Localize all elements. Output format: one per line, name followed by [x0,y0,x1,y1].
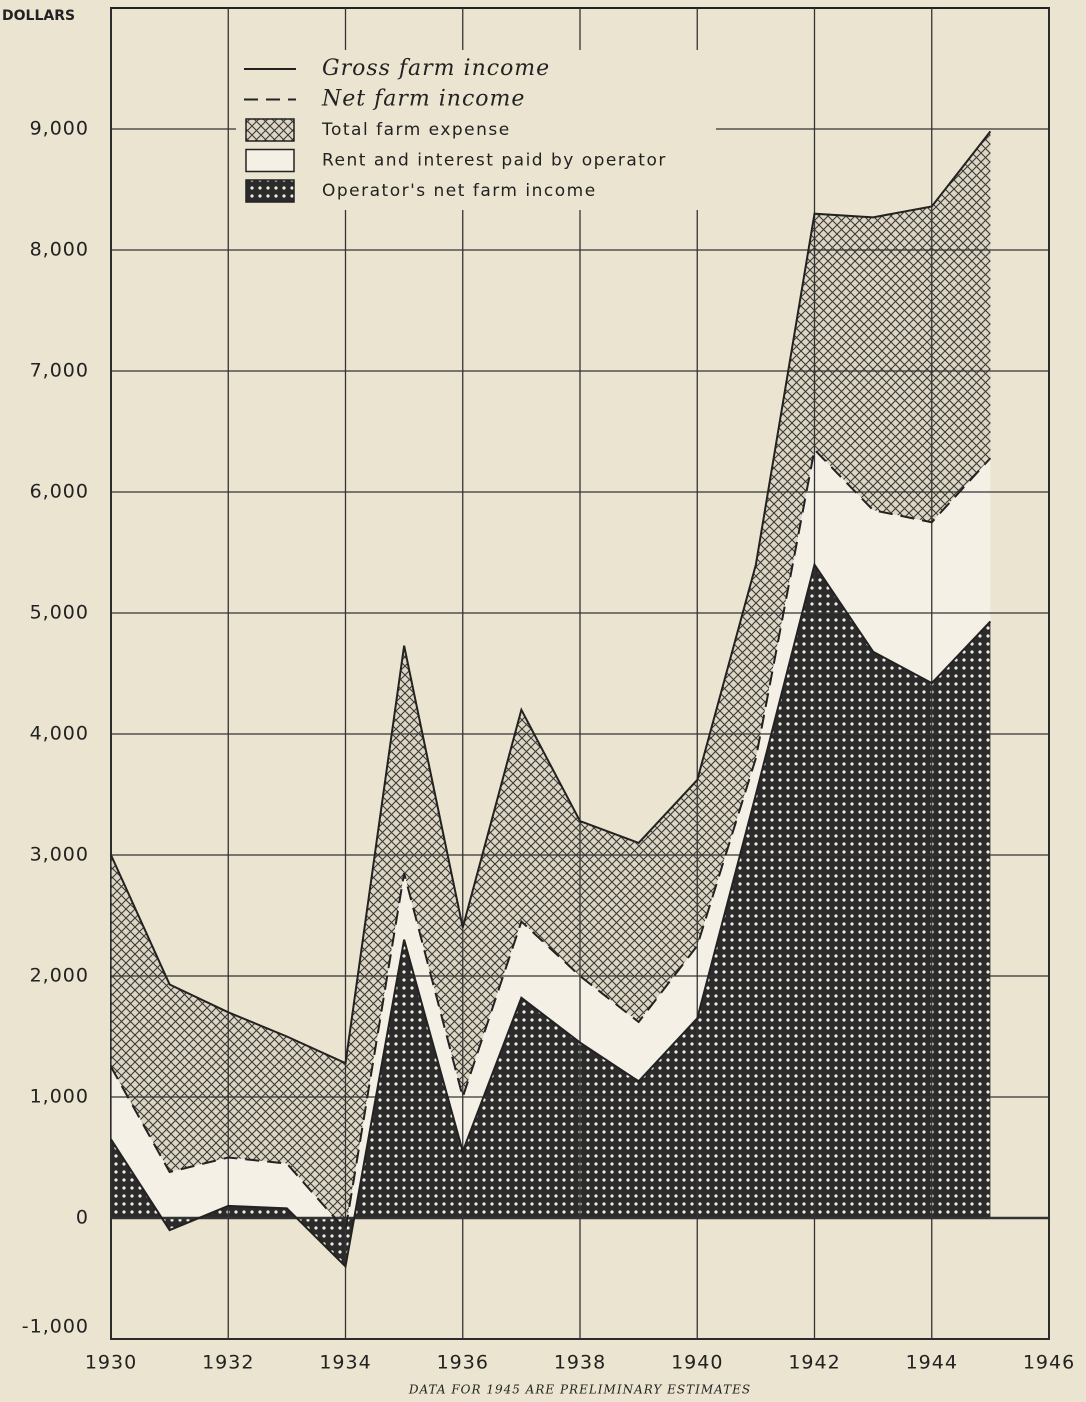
legend-swatch [245,179,295,203]
line-dots [110,562,992,1269]
rent-interest-area [111,449,991,1267]
x-tick-label: 1932 [202,1352,254,1374]
line-dashed [110,447,992,1233]
legend-box [236,50,716,210]
line-solid [110,130,992,1065]
x-tick-label: 1930 [85,1352,137,1374]
y-tick-label: 5,000 [30,602,89,624]
y-tick-label: 4,000 [30,723,89,745]
footnote: DATA FOR 1945 ARE PRELIMINARY ESTIMATES [408,1383,751,1397]
legend-label: Operator's net farm income [322,181,597,201]
y-tick-label: -1,000 [22,1316,89,1338]
legend-label: Net farm income [321,87,525,112]
x-tick-label: 1934 [319,1352,371,1374]
y-tick-label: 7,000 [30,360,89,382]
y-axis-label: DOLLARS [2,8,75,24]
y-tick-label: 3,000 [30,844,89,866]
y-tick-label: 9,000 [30,118,89,140]
y-tick-label: 0 [76,1207,89,1229]
x-tick-label: 1942 [788,1352,840,1374]
legend-label: Rent and interest paid by operator [322,151,667,171]
legend-swatch [245,118,295,142]
x-tick-label: 1944 [906,1352,958,1374]
legend-label: Gross farm income [322,56,550,81]
y-tick-label: 2,000 [30,965,89,987]
y-tick-label: 1,000 [30,1086,89,1108]
x-tick-label: 1938 [554,1352,606,1374]
expense-area [111,131,991,1231]
x-tick-label: 1940 [671,1352,723,1374]
legend-label: Total farm expense [321,120,511,140]
x-tick-label: 1946 [1023,1352,1075,1374]
y-tick-label: 6,000 [30,481,89,503]
legend-swatch [245,148,295,173]
x-tick-label: 1936 [437,1352,489,1374]
y-tick-label: 8,000 [30,239,89,261]
